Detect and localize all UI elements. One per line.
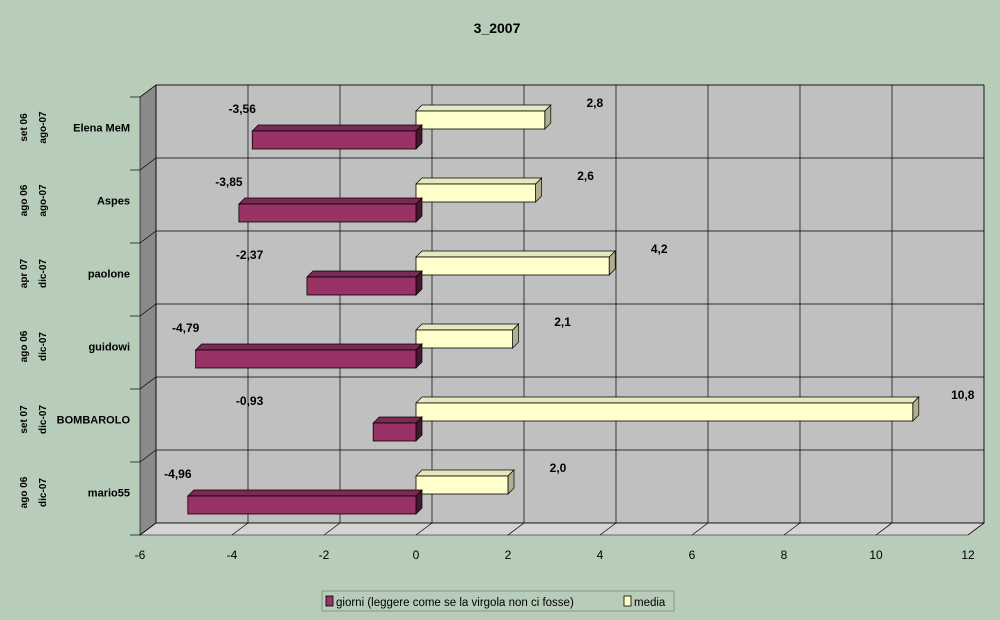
data-label-media: 10,8 [951, 388, 975, 402]
side-gridline [139, 376, 157, 390]
bar-media [415, 475, 509, 495]
plot-area: -6 -4 -2 0 2 4 6 8 10 12 Elena MeM set 06 ago-07 Aspe… [19, 84, 985, 562]
data-label-giorni: -4,79 [172, 321, 200, 335]
category-date-end: ago-07 [38, 184, 49, 217]
legend: giorni (leggere come se la virgola non c… [321, 590, 675, 612]
category-label: Elena MeM [73, 123, 130, 135]
bar-media-top [415, 469, 515, 477]
category-date-start: apr 07 [19, 258, 30, 288]
x-tick-label: 12 [961, 548, 975, 562]
data-label-giorni: -0,93 [236, 394, 264, 408]
side-gridline [139, 303, 157, 317]
x-tick-label: 10 [869, 548, 883, 562]
x-tick-label: 6 [689, 548, 696, 562]
category-date-end: dic-07 [38, 332, 49, 361]
x-tick-label: 0 [413, 548, 420, 562]
bar-media-top [415, 250, 617, 258]
category-label: Aspes [97, 196, 130, 208]
side-gridline [139, 157, 157, 171]
legend-swatch-media [623, 595, 632, 607]
floor-gridline [231, 522, 249, 536]
data-label-media: 2,6 [577, 169, 594, 183]
bar-giorni [306, 276, 417, 296]
side-gridline [139, 522, 157, 536]
bar-media-top [415, 396, 920, 404]
bar-giorni-top [186, 489, 423, 497]
bar-giorni [187, 495, 417, 515]
legend-box [321, 590, 675, 612]
bar-media [415, 402, 914, 422]
category-date-start: set 06 [19, 113, 30, 142]
bar-media [415, 256, 610, 276]
bar-giorni-top [194, 343, 423, 351]
category-label: paolone [88, 269, 130, 281]
data-label-media: 2,0 [550, 461, 567, 475]
legend-label-giorni: giorni (leggere come se la virgola non c… [336, 597, 574, 609]
side-gridline [139, 230, 157, 244]
side-gridline [139, 84, 157, 98]
bar-giorni-top [372, 416, 423, 424]
bar-giorni-top [306, 270, 423, 278]
bar-media-top [415, 104, 552, 112]
bar-giorni [195, 349, 417, 369]
x-tick-label: -4 [227, 548, 238, 562]
x-tick-label: -2 [319, 548, 330, 562]
bar-giorni [251, 130, 417, 150]
category-label: mario55 [88, 488, 130, 500]
bar-giorni-top [251, 124, 423, 132]
x-tick-label: 8 [781, 548, 788, 562]
category-date-start: ago 06 [19, 330, 30, 362]
x-tick-label: 4 [597, 548, 604, 562]
chart-title: 3_2007 [474, 20, 521, 36]
category-date-end: ago-07 [38, 111, 49, 144]
legend-label-media: media [634, 597, 666, 609]
bar-media-top [415, 323, 520, 331]
floor-gridline [783, 522, 801, 536]
data-label-media: 4,2 [651, 242, 668, 256]
bar-media [415, 110, 546, 130]
floor-gridline [599, 522, 617, 536]
data-label-giorni: -3,85 [215, 175, 243, 189]
floor-gridline [507, 522, 525, 536]
floor-gridline [415, 522, 433, 536]
data-label-giorni: -4,96 [164, 467, 192, 481]
bar-media [415, 183, 536, 203]
category-label: guidowi [88, 342, 130, 354]
bar-giorni [372, 422, 417, 442]
category-date-end: dic-07 [38, 405, 49, 434]
category-date-end: dic-07 [38, 259, 49, 288]
category-date-end: dic-07 [38, 478, 49, 507]
bar-media-top [415, 177, 543, 185]
data-label-media: 2,1 [554, 315, 571, 329]
category-label: BOMBAROLO [57, 415, 131, 427]
data-label-giorni: -3,56 [229, 102, 257, 116]
data-label-media: 2,8 [586, 96, 603, 110]
floor-gridline [323, 522, 341, 536]
floor-gridline [967, 522, 985, 536]
data-label-giorni: -2,37 [236, 248, 264, 262]
category-date-start: ago 06 [19, 476, 30, 508]
floor-gridline [875, 522, 893, 536]
bar-media [415, 329, 513, 349]
floor [139, 522, 985, 536]
floor-gridline [691, 522, 709, 536]
x-tick-label: 2 [505, 548, 512, 562]
legend-swatch-giorni [325, 595, 334, 607]
category-date-start: set 07 [19, 405, 30, 434]
x-tick-label: -6 [135, 548, 146, 562]
bar-giorni [238, 203, 417, 223]
category-date-start: ago 06 [19, 184, 30, 216]
side-gridline [139, 449, 157, 463]
bar-giorni-top [238, 197, 423, 205]
